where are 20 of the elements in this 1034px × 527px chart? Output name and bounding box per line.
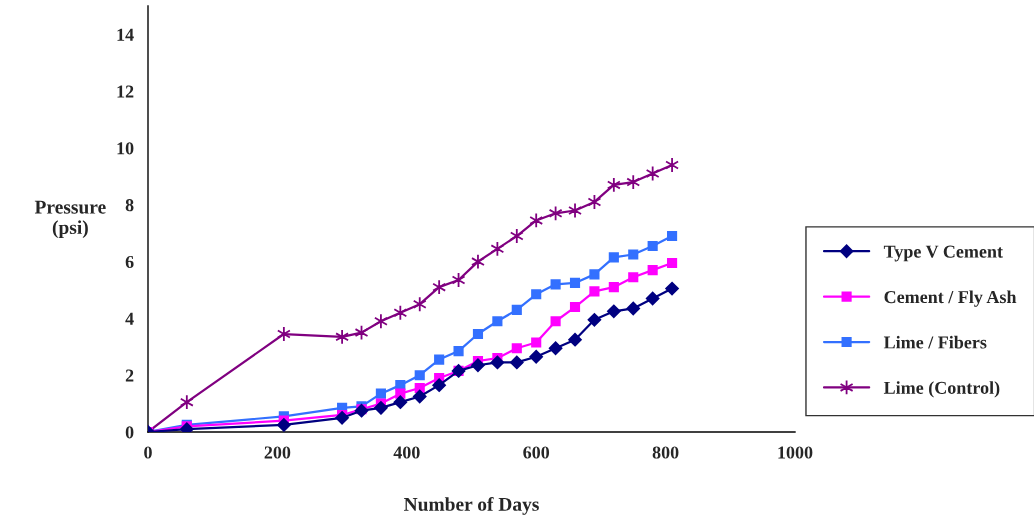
y-tick-label: 6 xyxy=(125,255,134,269)
legend-label: Lime / Fibers xyxy=(883,335,987,349)
y-axis-title: Pressure (psi) xyxy=(34,200,106,238)
x-tick-label: 0 xyxy=(144,446,152,459)
legend-label: Type V Cement xyxy=(883,245,1003,262)
x-tick-label: 400 xyxy=(393,446,420,459)
y-tick-label: 14 xyxy=(117,28,134,41)
y-tick-label: 4 xyxy=(125,312,134,325)
x-axis-title: Number of Days xyxy=(403,496,539,515)
x-tick-label: 800 xyxy=(652,446,679,459)
y-tick-label: 8 xyxy=(125,199,134,212)
legend-label: Lime (Control) xyxy=(883,381,1000,398)
y-tick-label: 0 xyxy=(125,426,134,439)
x-tick-label: 600 xyxy=(523,446,550,459)
x-tick-label: 200 xyxy=(264,446,291,459)
y-tick-label: 10 xyxy=(117,142,134,155)
x-tick-label: 1000 xyxy=(778,446,813,459)
legend-label: Cement / Fly Ash xyxy=(884,290,1017,307)
y-tick-label: 12 xyxy=(117,85,134,98)
y-tick-label: 2 xyxy=(125,369,134,382)
